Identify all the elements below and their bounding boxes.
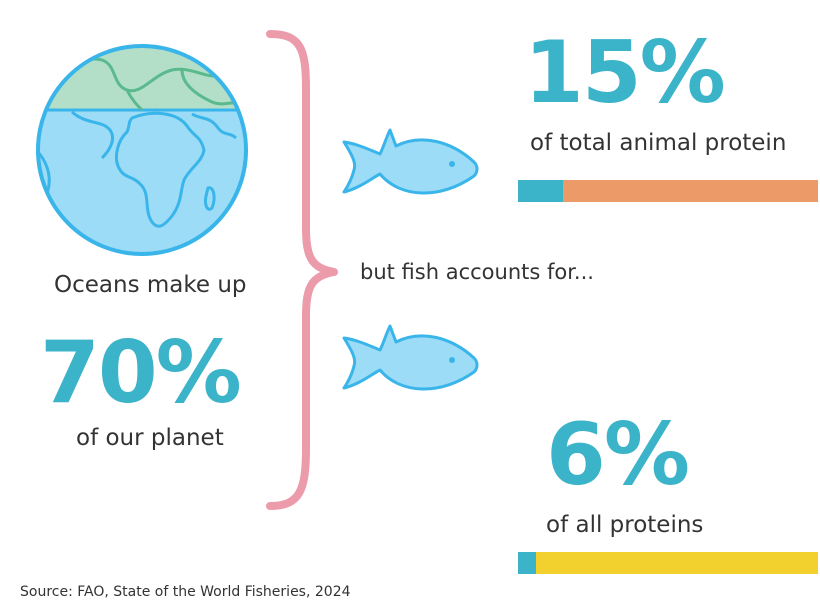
fish-icon	[342, 324, 479, 391]
curly-brace-icon	[266, 30, 338, 510]
fish-accounts-text: but fish accounts for...	[360, 260, 594, 284]
bar-all-proteins	[518, 552, 818, 574]
fish-icon	[342, 128, 479, 195]
oceans-percent: 70%	[40, 323, 242, 423]
source-note: Source: FAO, State of the World Fisherie…	[20, 584, 351, 600]
oceans-caption: Oceans make up	[54, 272, 247, 298]
category-label-all-proteins: of all proteins	[546, 512, 704, 538]
bar-filled-segment	[518, 552, 536, 574]
category-label-animal-protein: of total animal protein	[530, 130, 787, 156]
globe-icon	[36, 44, 248, 256]
planet-caption: of our planet	[76, 425, 224, 451]
bar-animal-protein	[518, 180, 818, 202]
bar-filled-segment	[518, 180, 563, 202]
data-label-all-proteins: 6%	[546, 405, 690, 505]
bar-remaining-segment	[536, 552, 818, 574]
bar-remaining-segment	[563, 180, 818, 202]
data-label-animal-protein: 15%	[524, 23, 726, 123]
